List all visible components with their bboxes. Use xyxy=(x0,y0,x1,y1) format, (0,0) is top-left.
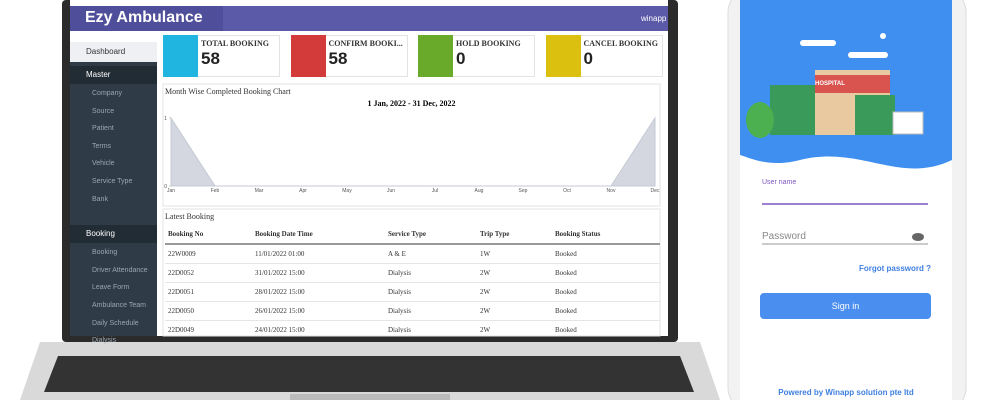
area xyxy=(170,116,656,187)
x-tick-label: Nov xyxy=(607,188,616,194)
stat-icon xyxy=(290,35,326,77)
stat-label: CONFIRM BOOKI... xyxy=(328,39,403,48)
user-name[interactable]: winapp xyxy=(641,14,667,23)
x-tick-label: May xyxy=(342,188,352,194)
username-label: User name xyxy=(762,179,797,186)
row-divider xyxy=(165,282,660,283)
chart-title: Month Wise Completed Booking Chart xyxy=(165,87,291,96)
phone-footer: Powered by Winapp solution pte ltd xyxy=(778,388,914,397)
table-cell: Booked xyxy=(555,288,577,296)
nav-item[interactable]: Bank xyxy=(92,195,108,203)
stat-icon xyxy=(418,35,453,77)
table-cell: 22D0051 xyxy=(168,288,195,296)
x-tick-label: Mar xyxy=(255,188,264,194)
stat-value: 58 xyxy=(328,49,348,68)
x-tick-label: Feb xyxy=(211,188,220,194)
nav-group[interactable]: Master xyxy=(70,66,157,84)
table-cell: 26/01/2022 15:00 xyxy=(255,307,305,315)
nav-item[interactable]: Leave Form xyxy=(92,284,130,292)
nav-dashboard[interactable]: Dashboard xyxy=(86,47,126,56)
table-cell: 22D0050 xyxy=(168,307,195,315)
nav-item[interactable]: Dialysis xyxy=(92,337,117,345)
table-cell: 2W xyxy=(480,326,491,333)
stat-value: 58 xyxy=(201,49,220,68)
table-cell: Dialysis xyxy=(388,288,411,296)
table-cell: Dialysis xyxy=(388,326,411,333)
table-cell: 24/01/2022 15:00 xyxy=(255,326,305,333)
x-tick-label: Dec xyxy=(651,188,660,194)
chart-subtitle: 1 Jan, 2022 - 31 Dec, 2022 xyxy=(367,99,456,108)
table-cell: 31/01/2022 15:00 xyxy=(255,269,305,277)
nav-item[interactable]: Ambulance Team xyxy=(92,302,146,309)
app-title: Ezy Ambulance xyxy=(85,9,203,26)
nav-item[interactable]: Driver Attendance xyxy=(92,266,148,274)
sign-in-button[interactable]: Sign in xyxy=(831,301,860,311)
stat-icon xyxy=(163,35,198,77)
x-tick-label: Apr xyxy=(299,188,307,194)
y-tick-label: 0 xyxy=(164,184,167,190)
table-cell: 28/01/2022 15:00 xyxy=(255,288,305,296)
stat-label: HOLD BOOKING xyxy=(456,39,521,48)
table-header: Booking No xyxy=(168,230,204,238)
password-field[interactable]: Password xyxy=(762,231,806,242)
x-tick-label: Aug xyxy=(475,188,484,194)
nav-item[interactable]: Patient xyxy=(92,125,114,133)
table-cell: 22W0009 xyxy=(168,250,196,258)
x-tick-label: Oct xyxy=(563,188,571,194)
table-cell: Dialysis xyxy=(388,269,411,277)
table-header: Service Type xyxy=(388,230,427,238)
table-cell: 22D0052 xyxy=(168,269,195,277)
table-cell: 2W xyxy=(480,307,491,315)
forgot-password[interactable]: Forgot password ? xyxy=(859,264,931,273)
nav-group[interactable]: Booking xyxy=(70,225,157,244)
hospital-sign: HOSPITAL xyxy=(815,81,845,87)
table-cell: 2W xyxy=(480,269,491,277)
stat-label: TOTAL BOOKING xyxy=(201,39,269,48)
table-cell: Booked xyxy=(555,307,577,315)
x-tick-label: Jun xyxy=(387,188,395,194)
table-cell: 1W xyxy=(480,250,491,258)
nav-item[interactable]: Booking xyxy=(92,249,118,257)
nav-item[interactable]: Daily Schedule xyxy=(92,319,139,327)
y-tick-label: 1 xyxy=(164,116,167,122)
table-header: Booking Date Time xyxy=(255,230,313,238)
stat-value: 0 xyxy=(583,49,593,68)
table-cell: 11/01/2022 01:00 xyxy=(255,250,305,258)
row-divider xyxy=(165,301,660,302)
nav-item[interactable]: Company xyxy=(92,90,122,97)
x-tick-label: Jan xyxy=(167,188,175,194)
stat-icon xyxy=(545,35,581,77)
table-cell: Dialysis xyxy=(388,307,411,315)
table-title: Latest Booking xyxy=(165,212,215,221)
x-tick-label: Sep xyxy=(519,188,528,194)
table-header: Trip Type xyxy=(480,230,510,238)
table-cell: 22D0049 xyxy=(168,326,195,333)
table-cell: Booked xyxy=(555,326,577,333)
nav-item[interactable]: Service Type xyxy=(92,178,133,185)
nav-item[interactable]: Source xyxy=(92,107,115,115)
table-cell: Booked xyxy=(555,269,577,277)
nav-item[interactable]: Terms xyxy=(92,142,112,150)
x-tick-label: Jul xyxy=(432,188,438,194)
table-cell: Booked xyxy=(555,250,577,258)
row-divider xyxy=(165,263,660,264)
row-divider xyxy=(165,320,660,321)
table-cell: 2W xyxy=(480,288,491,296)
nav-item[interactable]: Vehicle xyxy=(92,160,115,168)
stat-value: 0 xyxy=(456,49,466,68)
table-cell: A & E xyxy=(388,250,406,258)
stat-label: CANCEL BOOKING xyxy=(583,39,658,48)
table-header: Booking Status xyxy=(555,230,601,238)
